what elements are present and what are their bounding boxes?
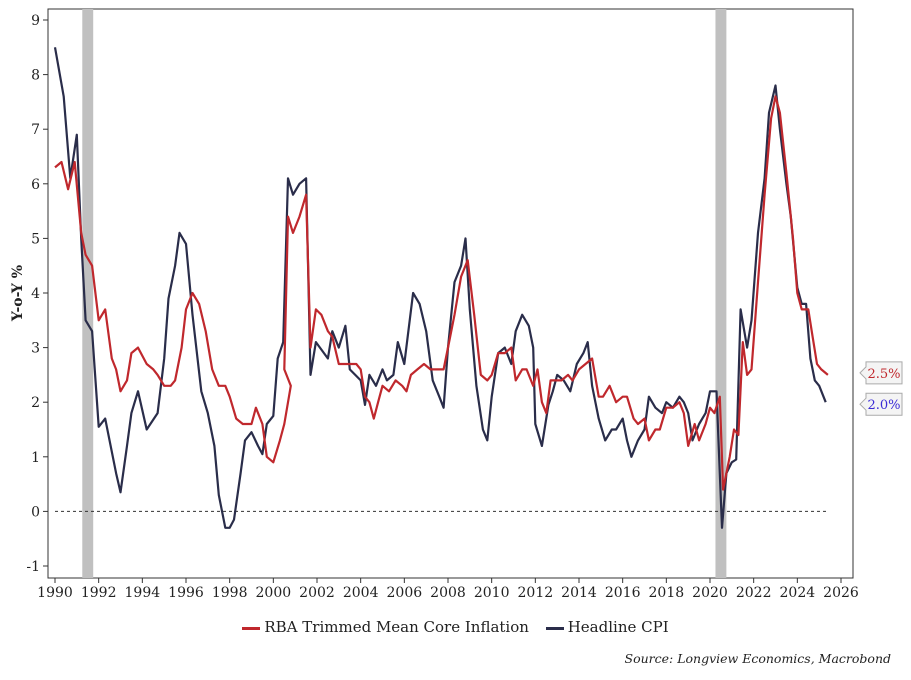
x-tick-label: 2004 bbox=[343, 585, 379, 601]
end-label-box bbox=[859, 392, 903, 416]
x-tick-label: 2024 bbox=[780, 585, 816, 601]
x-tick-label: 2016 bbox=[605, 585, 641, 601]
x-tick-label: 2014 bbox=[561, 585, 597, 601]
x-tick-label: 2010 bbox=[474, 585, 510, 601]
x-tick-label: 2026 bbox=[823, 585, 859, 601]
legend: RBA Trimmed Mean Core Inflation Headline… bbox=[0, 618, 911, 636]
x-tick-label: 2022 bbox=[736, 585, 772, 601]
y-tick-label: 7 bbox=[31, 122, 40, 138]
x-tick-label: 2018 bbox=[649, 585, 685, 601]
legend-swatch bbox=[545, 626, 564, 630]
end-value-label: 2.5% bbox=[859, 361, 903, 385]
recession-bar bbox=[82, 9, 94, 578]
y-tick-label: 5 bbox=[31, 231, 40, 247]
source-note: Source: Longview Economics, Macrobond bbox=[624, 651, 891, 666]
end-label-text: 2.5% bbox=[867, 367, 900, 382]
recession-bar bbox=[715, 9, 727, 578]
x-tick-label: 2000 bbox=[256, 585, 292, 601]
x-tick-label: 1992 bbox=[81, 585, 117, 601]
end-label-box bbox=[859, 361, 903, 385]
y-tick-label: 6 bbox=[31, 177, 40, 193]
legend-label: RBA Trimmed Mean Core Inflation bbox=[264, 618, 529, 636]
legend-label: Headline CPI bbox=[567, 618, 669, 636]
line-chart: -1 0 1 2 3 4 5 6 7 8 9 1990 1992 1994 1996 1998 2000 2002… bbox=[10, 8, 903, 601]
x-tick-label: 2012 bbox=[518, 585, 554, 601]
x-tick-label: 1990 bbox=[37, 585, 73, 601]
legend-item-headline-cpi: Headline CPI bbox=[545, 618, 669, 636]
end-value-label: 2.0% bbox=[859, 392, 903, 416]
series-line-rba-trimmed-mean-core-inflation bbox=[54, 95, 829, 491]
x-tick-label: 1994 bbox=[125, 585, 161, 601]
y-tick-label: 3 bbox=[31, 341, 40, 357]
series-line-headline-cpi bbox=[53, 47, 827, 529]
y-tick-label: 8 bbox=[31, 68, 40, 84]
x-tick-label: 2002 bbox=[299, 585, 335, 601]
y-tick-label: 2 bbox=[31, 395, 40, 411]
y-axis-label: Y-o-Y % bbox=[10, 265, 26, 322]
legend-item-trimmed-mean: RBA Trimmed Mean Core Inflation bbox=[242, 618, 529, 636]
x-tick-label: 1998 bbox=[212, 585, 248, 601]
legend-swatch bbox=[242, 626, 261, 630]
y-tick-label: 1 bbox=[31, 450, 40, 466]
y-tick-label: 4 bbox=[31, 286, 40, 302]
x-tick-label: 2006 bbox=[387, 585, 423, 601]
end-label-text: 2.0% bbox=[867, 398, 900, 413]
x-tick-label: 2020 bbox=[692, 585, 728, 601]
x-tick-label: 2008 bbox=[430, 585, 466, 601]
y-tick-label: -1 bbox=[26, 559, 40, 575]
x-tick-label: 1996 bbox=[168, 585, 204, 601]
y-tick-label: 9 bbox=[31, 13, 40, 29]
y-tick-label: 0 bbox=[31, 504, 40, 520]
